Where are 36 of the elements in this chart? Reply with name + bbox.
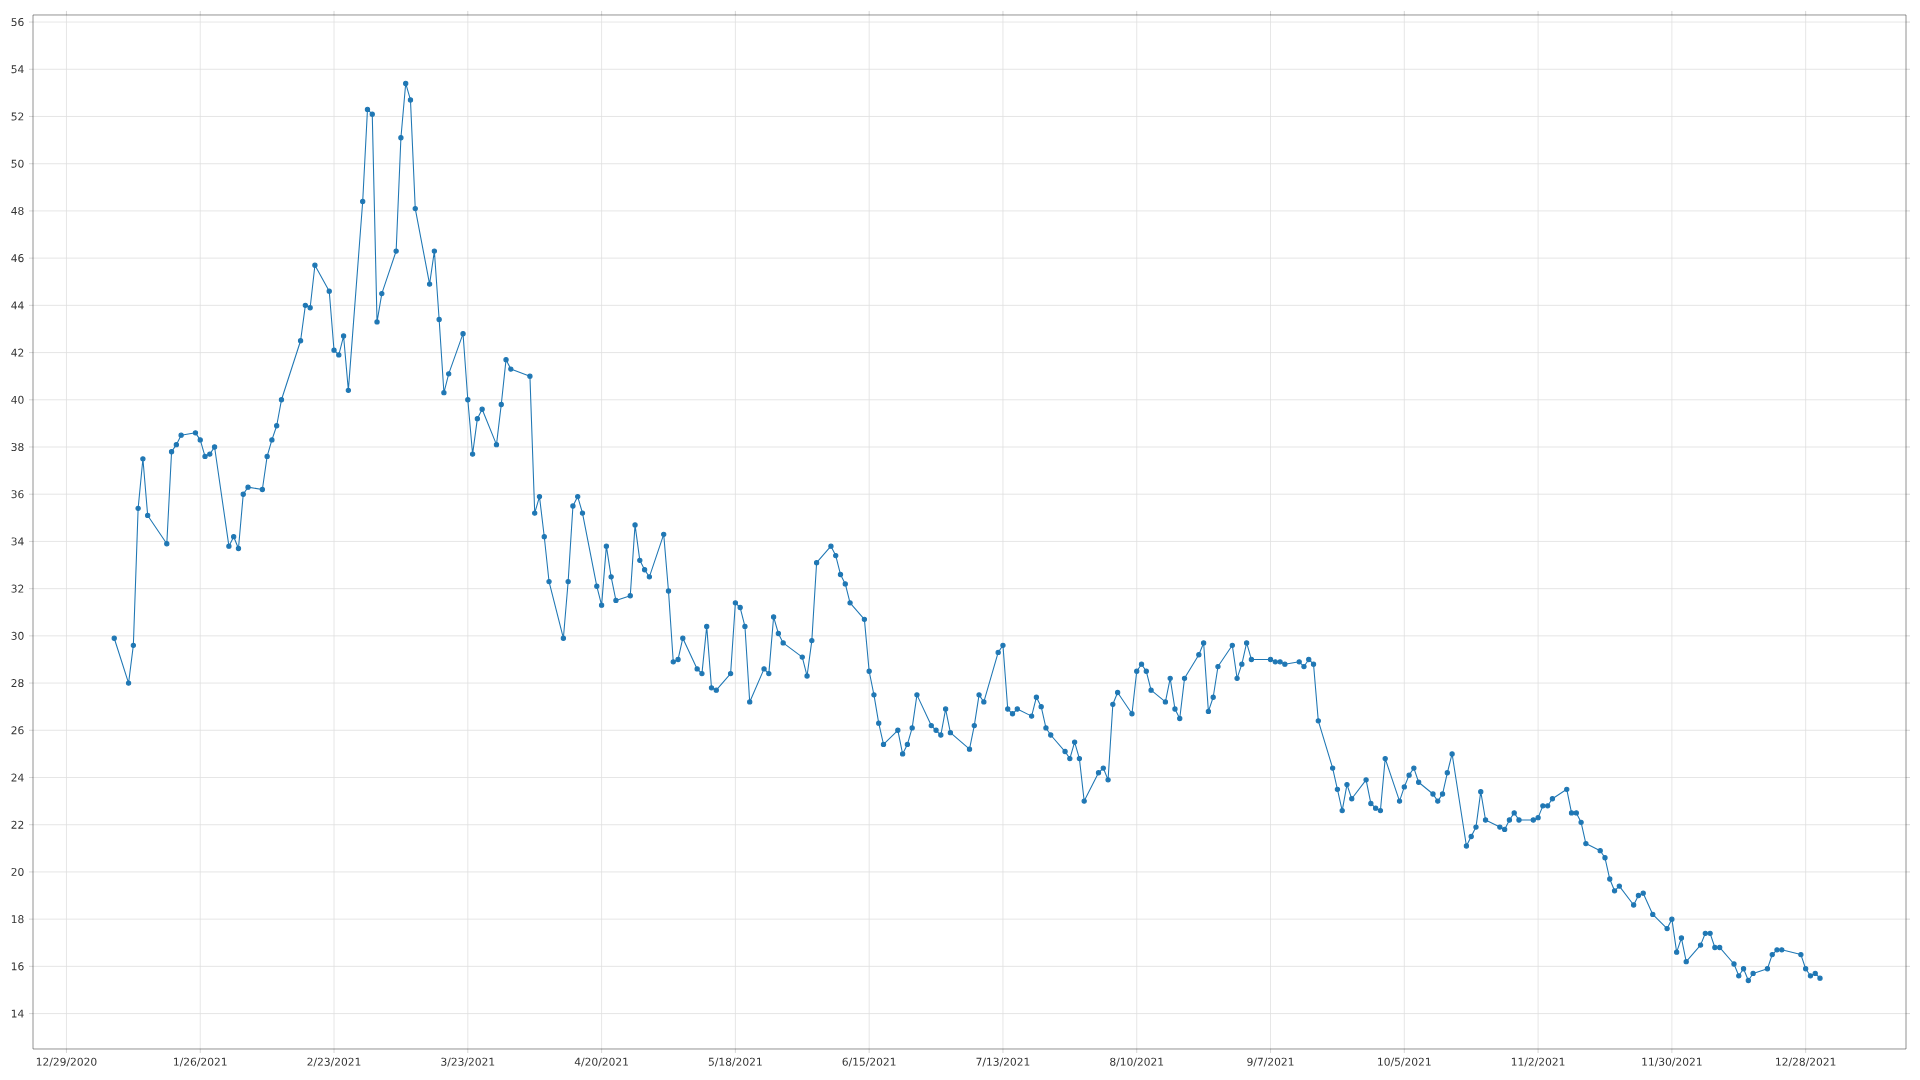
y-tick-label: 34: [11, 537, 24, 546]
y-tick-label: 56: [11, 18, 24, 27]
y-tick-label: 38: [11, 442, 24, 452]
x-tick-label: 12/29/2020: [36, 1057, 97, 1067]
y-tick-label: 18: [11, 915, 24, 924]
y-tick-label: 28: [11, 679, 24, 688]
x-tick-label: 9/7/2021: [1247, 1057, 1294, 1067]
x-tick-label: 2/23/2021: [307, 1057, 361, 1067]
y-tick-label: 20: [11, 867, 24, 876]
x-tick-label: 5/18/2021: [708, 1057, 762, 1067]
y-tick-label: 30: [11, 631, 24, 640]
y-tick-label: 16: [11, 962, 24, 971]
y-tick-label: 44: [11, 301, 24, 310]
y-tick-label: 32: [11, 584, 24, 593]
y-tick-label: 14: [11, 1009, 24, 1018]
y-tick-label: 42: [11, 348, 24, 357]
x-tick-label: 12/28/2021: [1776, 1057, 1836, 1067]
x-tick-label: 7/13/2021: [976, 1057, 1030, 1067]
y-tick-label: 46: [11, 254, 24, 263]
x-tick-label: 8/10/2021: [1110, 1057, 1164, 1067]
x-tick-label: 11/2/2021: [1511, 1057, 1565, 1067]
y-tick-label: 36: [11, 490, 24, 499]
y-tick-label: 22: [11, 820, 24, 829]
x-tick-label: 4/20/2021: [574, 1057, 628, 1067]
x-tick-label: 6/15/2021: [842, 1057, 896, 1067]
x-tick-label: 1/26/2021: [174, 1057, 227, 1067]
y-tick-label: 26: [11, 726, 24, 735]
x-tick-label: 10/5/2021: [1378, 1057, 1431, 1067]
y-tick-label: 50: [11, 159, 24, 168]
y-tick-label: 40: [11, 395, 24, 404]
y-tick-label: 52: [11, 112, 24, 121]
y-tick-label: 54: [11, 65, 24, 74]
x-tick-label: 11/30/2021: [1642, 1057, 1702, 1067]
y-tick-label: 24: [11, 773, 24, 782]
x-tick-label: 3/23/2021: [441, 1057, 495, 1067]
y-tick-label: 48: [11, 206, 24, 215]
